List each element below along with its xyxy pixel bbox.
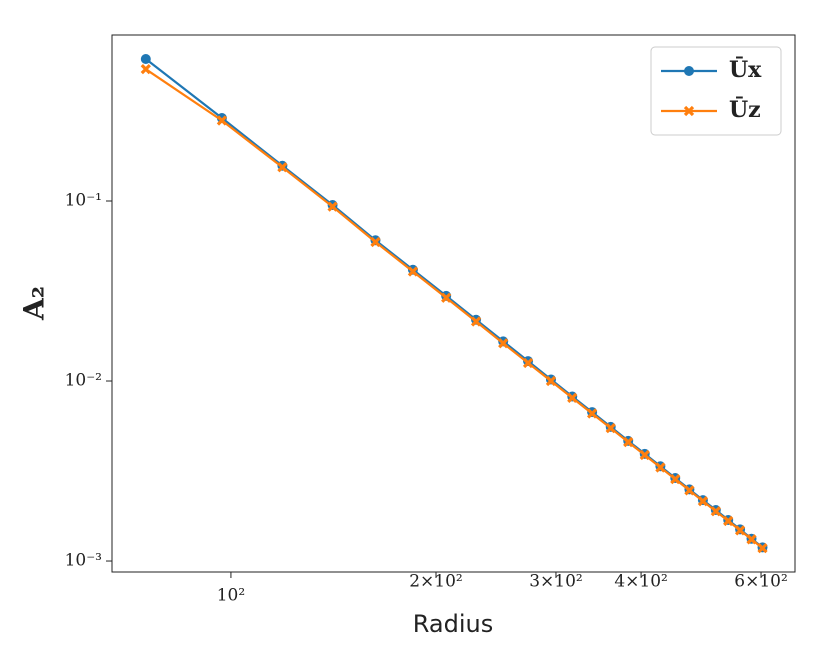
point (545, 375, 557, 387)
point (723, 515, 734, 527)
point (216, 113, 227, 124)
point (277, 162, 288, 173)
point (441, 292, 452, 303)
legend-box (650, 46, 782, 136)
point (639, 449, 650, 461)
point (697, 496, 709, 507)
x-tick-label: 6×10² (734, 572, 788, 592)
point (655, 462, 666, 473)
legend-marker (683, 105, 695, 117)
point (498, 338, 509, 349)
point (586, 408, 598, 419)
point (370, 236, 381, 248)
point (216, 115, 228, 126)
x-tick-label: 2×10² (409, 572, 463, 592)
plot-frame (111, 34, 796, 573)
point (140, 54, 151, 65)
legend-marker (684, 66, 694, 76)
point (757, 542, 768, 554)
point (605, 423, 616, 434)
point (734, 525, 746, 536)
y-axis-label: A₂ (18, 286, 51, 321)
y-tick-label: 10⁻² (65, 371, 102, 391)
point (684, 485, 695, 496)
x-tick-label: 10² (217, 586, 245, 606)
x-tick-label: 4×10² (614, 572, 668, 592)
point (567, 392, 578, 404)
x-axis-label: Radius (413, 610, 493, 638)
point (522, 357, 534, 369)
point (670, 474, 681, 485)
x-tick-label: 3×10² (529, 572, 583, 592)
legend-label: Ūz (729, 96, 761, 123)
point (407, 266, 419, 277)
point (710, 506, 721, 517)
point (140, 64, 151, 75)
point (327, 201, 338, 212)
legend-label: Ūx (729, 56, 762, 83)
point (746, 534, 757, 545)
y-tick-label: 10⁻¹ (65, 191, 102, 211)
point (470, 316, 482, 327)
y-tick-label: 10⁻³ (65, 551, 102, 571)
point (623, 436, 634, 448)
